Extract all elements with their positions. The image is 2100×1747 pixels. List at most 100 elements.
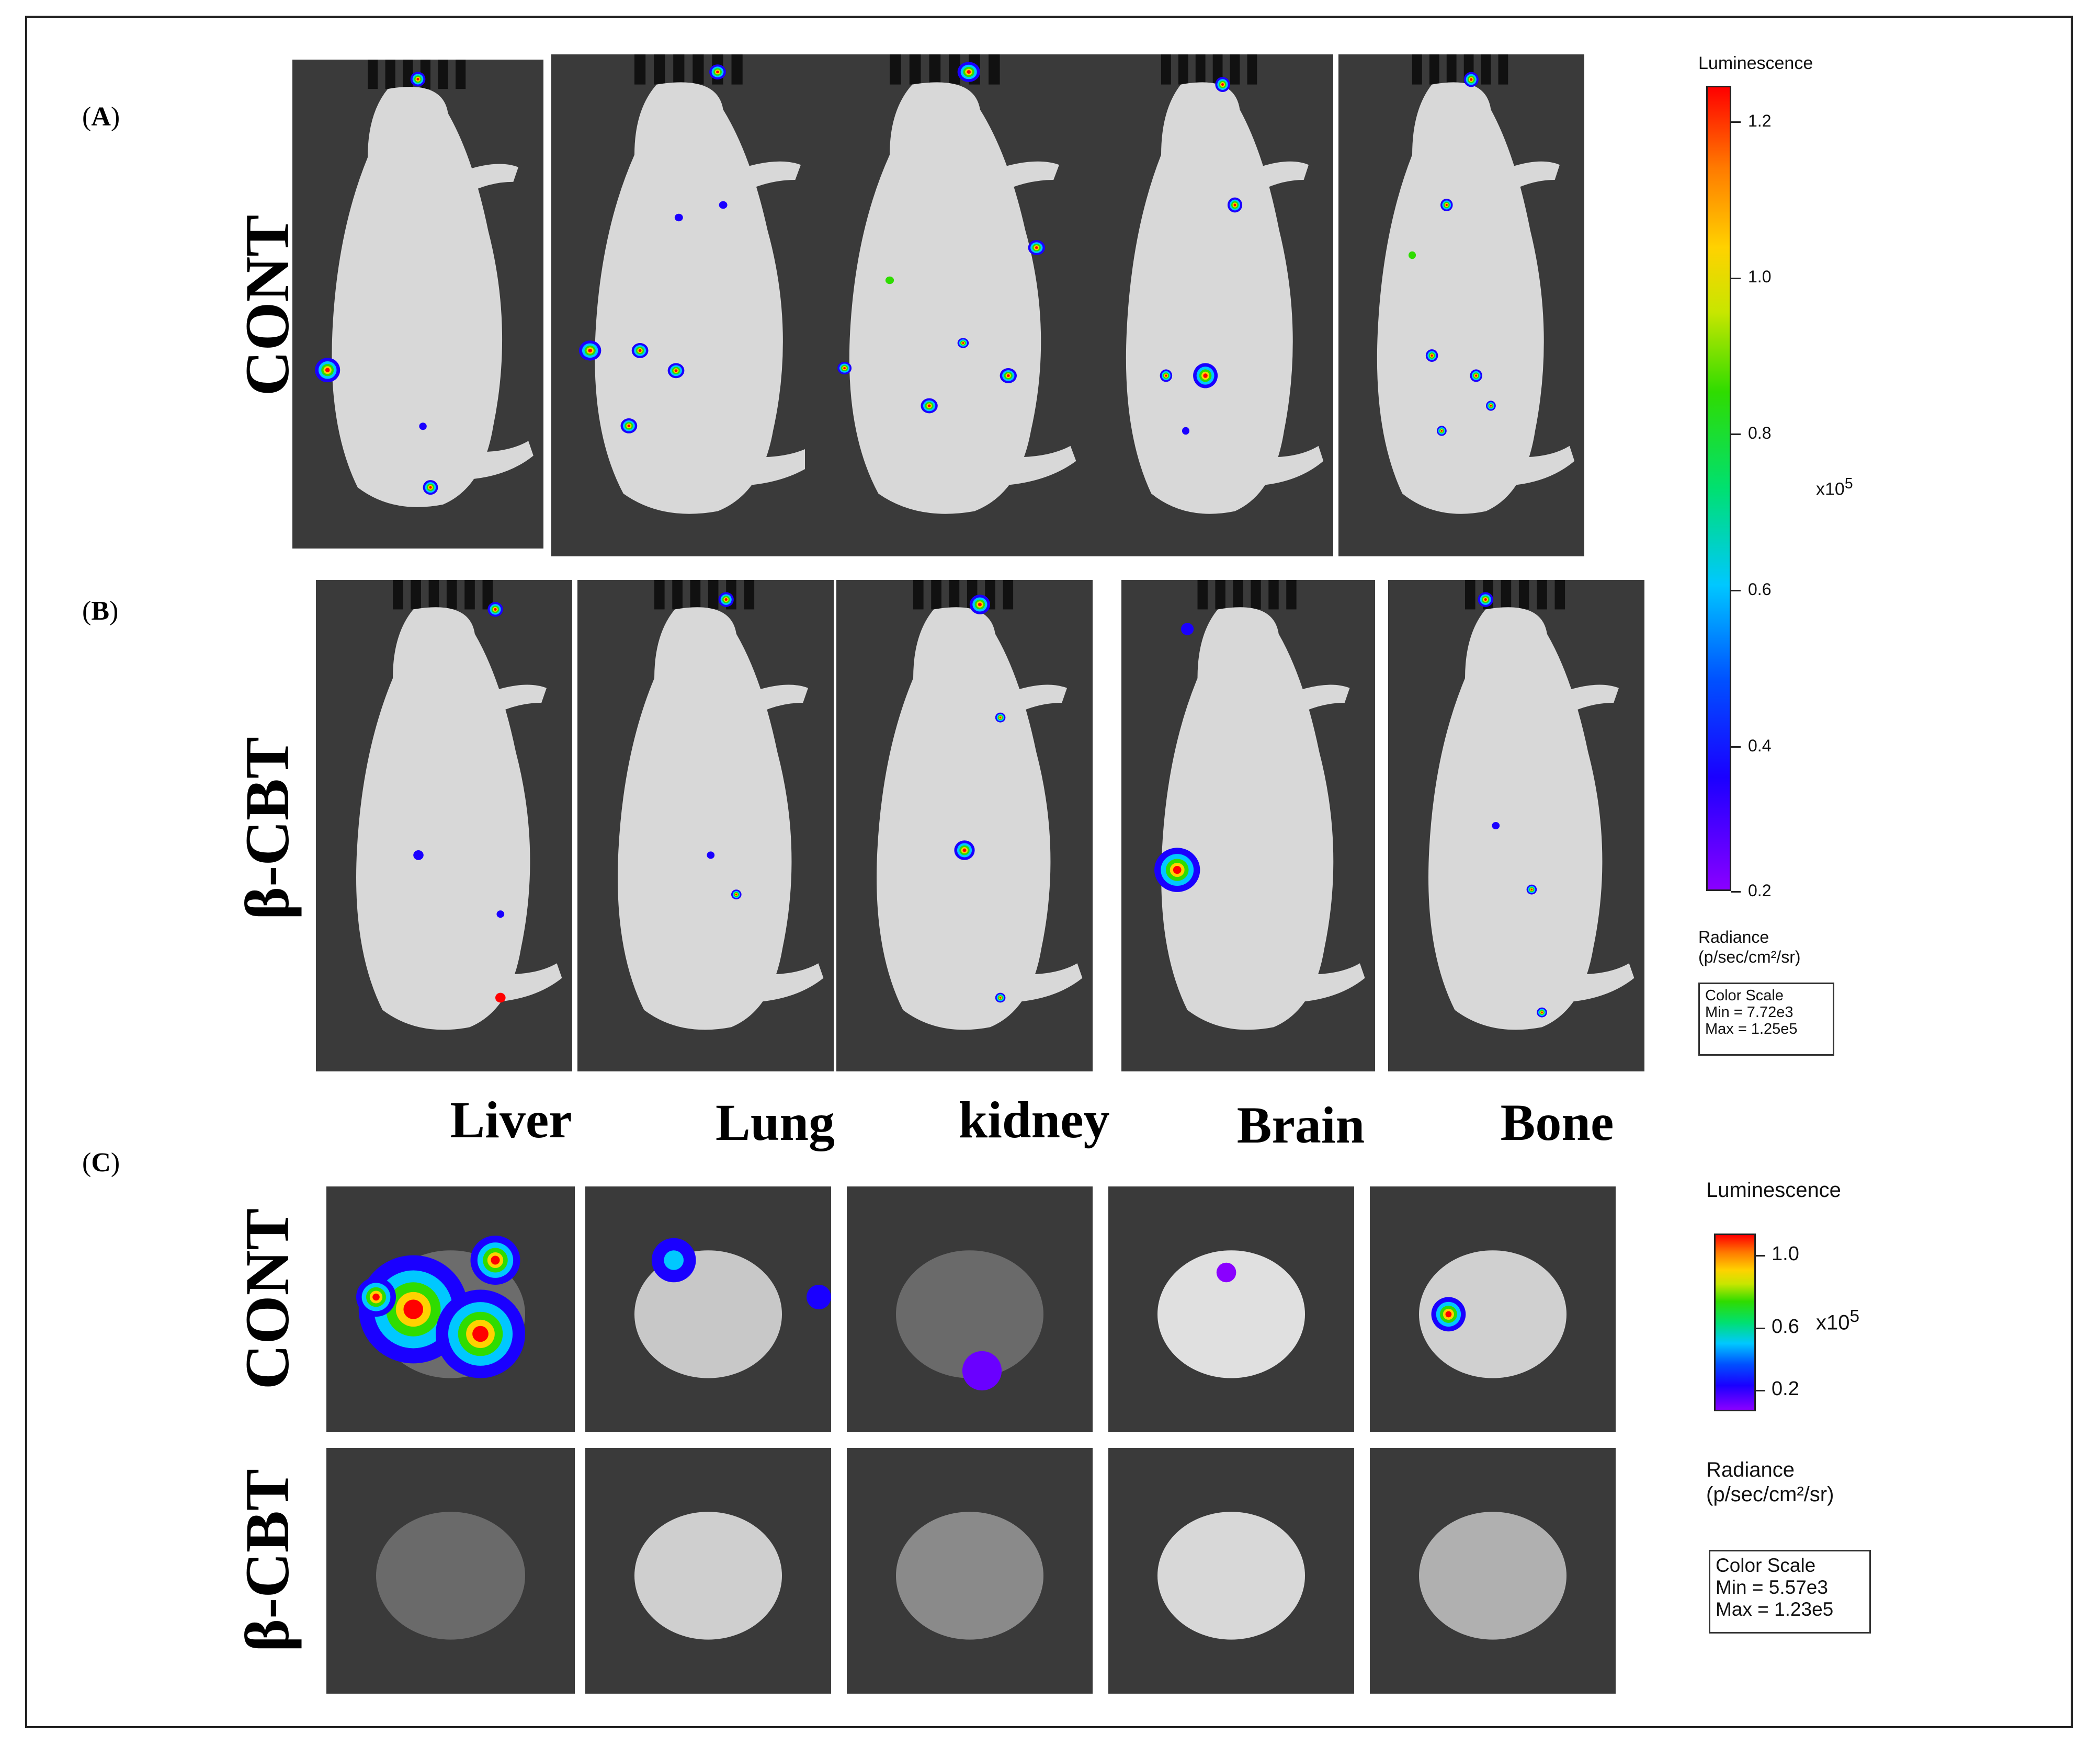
signal-spot — [620, 418, 638, 433]
signal-spot — [954, 840, 975, 860]
scale-a-tick — [1731, 433, 1741, 436]
scale-c-colorbar — [1714, 1234, 1756, 1411]
signal-spot — [1408, 251, 1416, 259]
signal-spot — [1180, 623, 1194, 635]
panel-label-c: (C) — [82, 1148, 120, 1178]
signal-spot — [496, 910, 505, 918]
signal-spot — [470, 1236, 520, 1285]
organ-label-brain: Brain — [1236, 1096, 1365, 1154]
panel-label-a: (A) — [82, 102, 120, 132]
organ-image-bcbt-kidney — [847, 1448, 1093, 1694]
scale-a-range-box: Color Scale Min = 7.72e3 Max = 1.25e5 — [1698, 983, 1834, 1056]
signal-spot — [667, 363, 685, 379]
scale-c-unit-title: Radiance — [1706, 1458, 1795, 1481]
signal-spot — [1227, 197, 1243, 213]
mouse-body — [356, 607, 530, 1030]
signal-spot — [1470, 369, 1482, 382]
signal-spot — [419, 423, 427, 430]
scale-c-unit: (p/sec/cm²/sr) — [1706, 1483, 1834, 1506]
organ-image-bcbt-brain — [1108, 1448, 1354, 1694]
organ-tissue — [1157, 1512, 1305, 1640]
scale-a-tick-label: 0.6 — [1748, 579, 1772, 599]
signal-spot — [1160, 369, 1173, 382]
organ-tissue — [634, 1512, 782, 1640]
signal-spot — [707, 851, 715, 859]
organ-tissue — [376, 1512, 525, 1640]
signal-spot — [1028, 240, 1045, 255]
mouse-body — [1377, 82, 1544, 514]
scale-c-tick-label: 0.2 — [1772, 1378, 1799, 1400]
organ-label-kidney: kidney — [958, 1091, 1110, 1149]
scale-a-tick-label: 1.2 — [1748, 111, 1772, 130]
signal-spot — [315, 358, 340, 383]
mouse-image-bcbt-2 — [577, 580, 834, 1071]
row-label-bcbt-c: β-CBT — [232, 1469, 302, 1652]
signal-spot — [1526, 884, 1537, 895]
scale-c-tick-label: 1.0 — [1772, 1243, 1799, 1265]
signal-spot — [1478, 592, 1493, 607]
scale-a-tick-label: 0.2 — [1748, 881, 1772, 900]
scale-c-max: Max = 1.23e5 — [1716, 1598, 1834, 1620]
signal-spot — [674, 213, 683, 222]
organ-tissue — [1419, 1512, 1567, 1640]
mouse-body — [595, 82, 783, 514]
mouse-image-cont-4 — [1087, 54, 1333, 556]
organ-tissue — [896, 1250, 1043, 1378]
mouse-image-bcbt-4 — [1121, 580, 1375, 1071]
scale-a-tick — [1731, 590, 1741, 592]
organ-image-cont-bone — [1370, 1186, 1616, 1432]
organ-tissue — [1419, 1250, 1567, 1378]
organ-image-cont-liver — [326, 1186, 575, 1432]
signal-spot — [1463, 72, 1479, 87]
signal-spot — [436, 1289, 525, 1378]
signal-spot — [487, 602, 503, 617]
scale-a-exponent: x105 — [1816, 475, 1853, 499]
scale-a-unit-title: Radiance — [1698, 928, 1769, 946]
signal-spot — [631, 343, 649, 358]
signal-spot — [1000, 368, 1017, 383]
scale-a-tick-label: 1.0 — [1748, 267, 1772, 287]
signal-spot — [731, 889, 742, 899]
scale-a-tick — [1731, 746, 1741, 748]
mouse-body — [1126, 82, 1293, 514]
scale-c-min: Min = 5.57e3 — [1716, 1577, 1828, 1598]
mouse-image-bcbt-1 — [316, 580, 572, 1071]
signal-spot — [495, 992, 506, 1003]
scale-c-color-scale: Color Scale — [1716, 1555, 1816, 1576]
mouse-body — [618, 607, 792, 1030]
scale-a-tick-label: 0.8 — [1748, 424, 1772, 443]
signal-spot — [719, 201, 728, 209]
mouse-image-bcbt-5 — [1388, 580, 1644, 1071]
organ-label-liver: Liver — [450, 1091, 572, 1149]
scale-a-tick-label: 0.4 — [1748, 736, 1772, 755]
signal-spot — [410, 72, 426, 87]
signal-spot — [1182, 427, 1190, 435]
mouse-body — [1428, 607, 1603, 1030]
signal-spot — [1537, 1007, 1547, 1018]
signal-spot — [957, 338, 969, 348]
organ-tissue — [634, 1250, 782, 1378]
signal-spot — [1216, 1262, 1236, 1283]
scale-a-min: Min = 7.72e3 — [1705, 1004, 1793, 1021]
scale-a-unit: (p/sec/cm²/sr) — [1698, 947, 1801, 966]
organ-image-bcbt-bone — [1370, 1448, 1616, 1694]
signal-spot — [1431, 1297, 1466, 1332]
signal-spot — [413, 850, 424, 860]
organ-image-bcbt-lung — [585, 1448, 831, 1694]
row-label-cont-c: CONT — [232, 1208, 302, 1390]
organ-image-cont-kidney — [847, 1186, 1093, 1432]
signal-spot — [1154, 848, 1200, 892]
organ-tissue — [896, 1512, 1043, 1640]
scale-a-tick — [1731, 121, 1741, 123]
signal-spot — [1440, 199, 1453, 211]
signal-spot — [921, 398, 938, 414]
scale-c-tick-label: 0.6 — [1772, 1316, 1799, 1338]
signal-spot — [995, 712, 1006, 723]
signal-spot — [356, 1277, 396, 1317]
signal-spot — [837, 362, 852, 374]
row-label-bcbt-b: β-CBT — [232, 737, 302, 920]
mouse-image-cont-3 — [805, 54, 1087, 556]
scale-a-color-scale: Color Scale — [1705, 987, 1784, 1004]
signal-spot — [885, 276, 894, 284]
organ-image-bcbt-liver — [326, 1448, 575, 1694]
